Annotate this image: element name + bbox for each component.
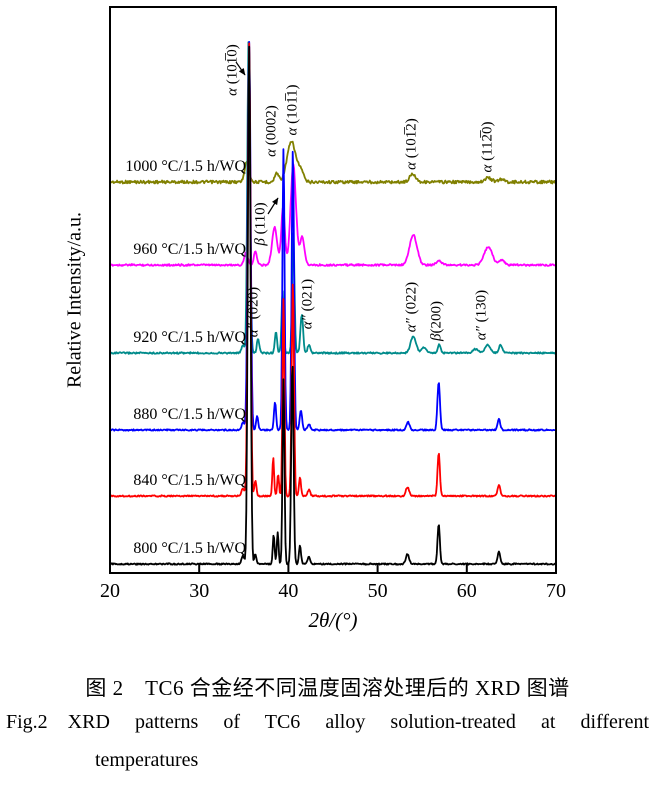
peak-label-alpha2-130: α″ (130) xyxy=(473,289,490,341)
x-tick-label: 70 xyxy=(546,580,566,602)
peak-label-alpha-1120: α (112̅0) xyxy=(479,121,496,173)
curve-label-800c: 800 °C/1.5 h/WQ xyxy=(133,540,246,557)
x-tick-label: 30 xyxy=(189,580,210,602)
x-tick-label: 50 xyxy=(367,580,388,602)
plot-frame xyxy=(109,6,557,574)
xrd-curve-1000c xyxy=(111,140,555,185)
xrd-plot xyxy=(109,6,557,574)
curve-label-1000c: 1000 °C/1.5 h/WQ xyxy=(125,158,246,175)
curve-label-840c: 840 °C/1.5 h/WQ xyxy=(133,472,246,489)
xrd-curve-840c xyxy=(111,42,555,498)
peak-label-alpha2-020: α″ (020) xyxy=(245,286,262,338)
peak-label-alpha2-021: α″ (021) xyxy=(299,278,316,330)
peak-label-alpha-0002: α (0002) xyxy=(263,105,280,157)
xrd-curve-800c xyxy=(111,45,555,566)
x-axis-title: 2θ/(°) xyxy=(308,608,358,632)
y-axis-title: Relative Intensity/a.u. xyxy=(63,211,86,389)
x-tick-label: 40 xyxy=(278,580,299,602)
x-tick-label: 60 xyxy=(456,580,477,602)
xrd-curves xyxy=(111,41,555,566)
peak-label-alpha-1012: α (101̅2) xyxy=(403,118,420,170)
peak-label-beta-200: β(200) xyxy=(428,301,445,341)
peak-label-alpha-1010: α (101̅0) xyxy=(224,44,241,96)
peak-label-alpha-1011: α (101̅1) xyxy=(284,84,301,136)
caption-english-line2: temperatures xyxy=(95,749,199,771)
caption-english-line1: Fig.2 XRD patterns of TC6 alloy solution… xyxy=(6,711,649,733)
curve-label-880c: 880 °C/1.5 h/WQ xyxy=(133,406,246,423)
annotation-arrows xyxy=(235,61,279,215)
caption-chinese: 图 2 TC6 合金经不同温度固溶处理后的 XRD 图谱 xyxy=(85,676,570,700)
xrd-curve-960c xyxy=(111,163,555,267)
curve-label-960c: 960 °C/1.5 h/WQ xyxy=(133,241,246,258)
curve-label-920c: 920 °C/1.5 h/WQ xyxy=(133,329,246,346)
xrd-curve-880c xyxy=(111,41,555,432)
x-tick-label: 20 xyxy=(100,580,120,602)
peak-label-beta-110: β (110) xyxy=(252,202,269,246)
xrd-curve-920c xyxy=(111,41,555,355)
peak-label-alpha2-022: α″ (022) xyxy=(403,281,420,333)
